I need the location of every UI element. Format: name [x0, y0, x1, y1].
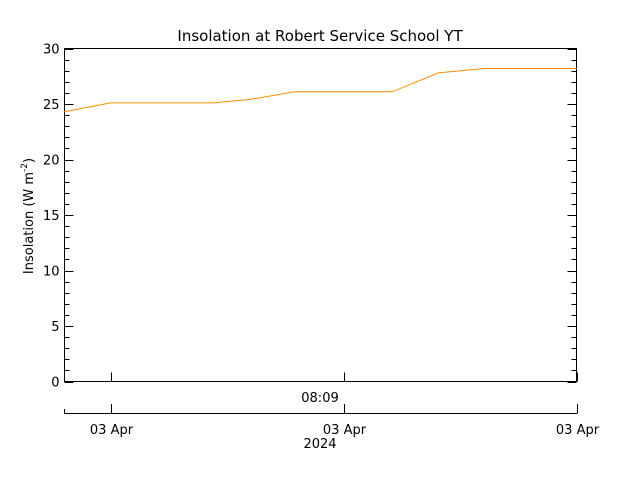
- y-tick-label: 15: [43, 209, 60, 224]
- data-point: [391, 91, 393, 93]
- time-axis-year-label: 2024: [303, 437, 336, 452]
- y-axis-label-superscript: -2: [20, 163, 30, 172]
- series-group: [64, 67, 577, 113]
- y-ticks: 0 5 10 15 20 25 30: [43, 43, 577, 391]
- data-point: [483, 67, 485, 69]
- time-axis: 08:09 2024 03 Apr 03 Apr 03 Apr: [64, 372, 600, 452]
- time-tick-label: 03 Apr: [90, 423, 134, 438]
- y-tick-label: 30: [43, 43, 60, 58]
- time-tick-label: 03 Apr: [556, 423, 600, 438]
- chart-title: Insolation at Robert Service School YT: [177, 27, 463, 45]
- data-point: [64, 111, 65, 113]
- y-tick-label: 0: [51, 376, 59, 391]
- data-point: [437, 72, 439, 74]
- data-point: [294, 91, 296, 93]
- y-axis-label-main: Insolation (W m: [22, 172, 37, 274]
- y-tick-label: 5: [51, 320, 59, 335]
- data-point: [576, 67, 577, 69]
- y-tick-label: 10: [43, 265, 60, 280]
- data-point: [110, 102, 112, 104]
- y-axis-label: Insolation (W m-2): [20, 158, 37, 274]
- time-tick-label: 03 Apr: [323, 423, 367, 438]
- y-tick-label: 20: [43, 154, 60, 169]
- time-axis-top-label: 08:09: [301, 391, 338, 406]
- data-point: [212, 102, 214, 104]
- y-axis-label-close: ): [22, 158, 37, 163]
- y-tick-label: 25: [43, 98, 60, 113]
- plot-frame: [64, 48, 577, 382]
- series-line-0: [64, 68, 577, 113]
- data-point: [248, 99, 250, 101]
